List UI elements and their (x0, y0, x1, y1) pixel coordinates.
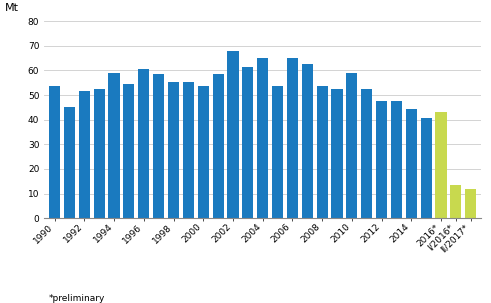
Bar (272, 86, 283, 218)
Bar (421, 118, 432, 218)
Bar (406, 108, 417, 218)
Bar (376, 101, 387, 218)
Bar (242, 67, 253, 218)
Bar (361, 89, 372, 218)
Bar (331, 89, 343, 218)
Bar (183, 82, 194, 218)
Bar (138, 69, 149, 218)
Text: *preliminary: *preliminary (49, 294, 106, 303)
Bar (198, 86, 209, 218)
Bar (49, 86, 60, 218)
Bar (436, 112, 447, 218)
Bar (94, 89, 105, 218)
Bar (257, 58, 268, 218)
Bar (287, 58, 298, 218)
Bar (168, 82, 179, 218)
Bar (465, 188, 476, 218)
Bar (301, 64, 313, 218)
Bar (79, 92, 90, 218)
Bar (213, 74, 224, 218)
Bar (227, 51, 239, 218)
Bar (391, 101, 402, 218)
Bar (317, 86, 327, 218)
Bar (450, 185, 462, 218)
Bar (153, 74, 164, 218)
Bar (346, 73, 357, 218)
Bar (109, 73, 120, 218)
Bar (64, 107, 75, 218)
Text: Mt: Mt (5, 3, 19, 13)
Bar (123, 84, 135, 218)
